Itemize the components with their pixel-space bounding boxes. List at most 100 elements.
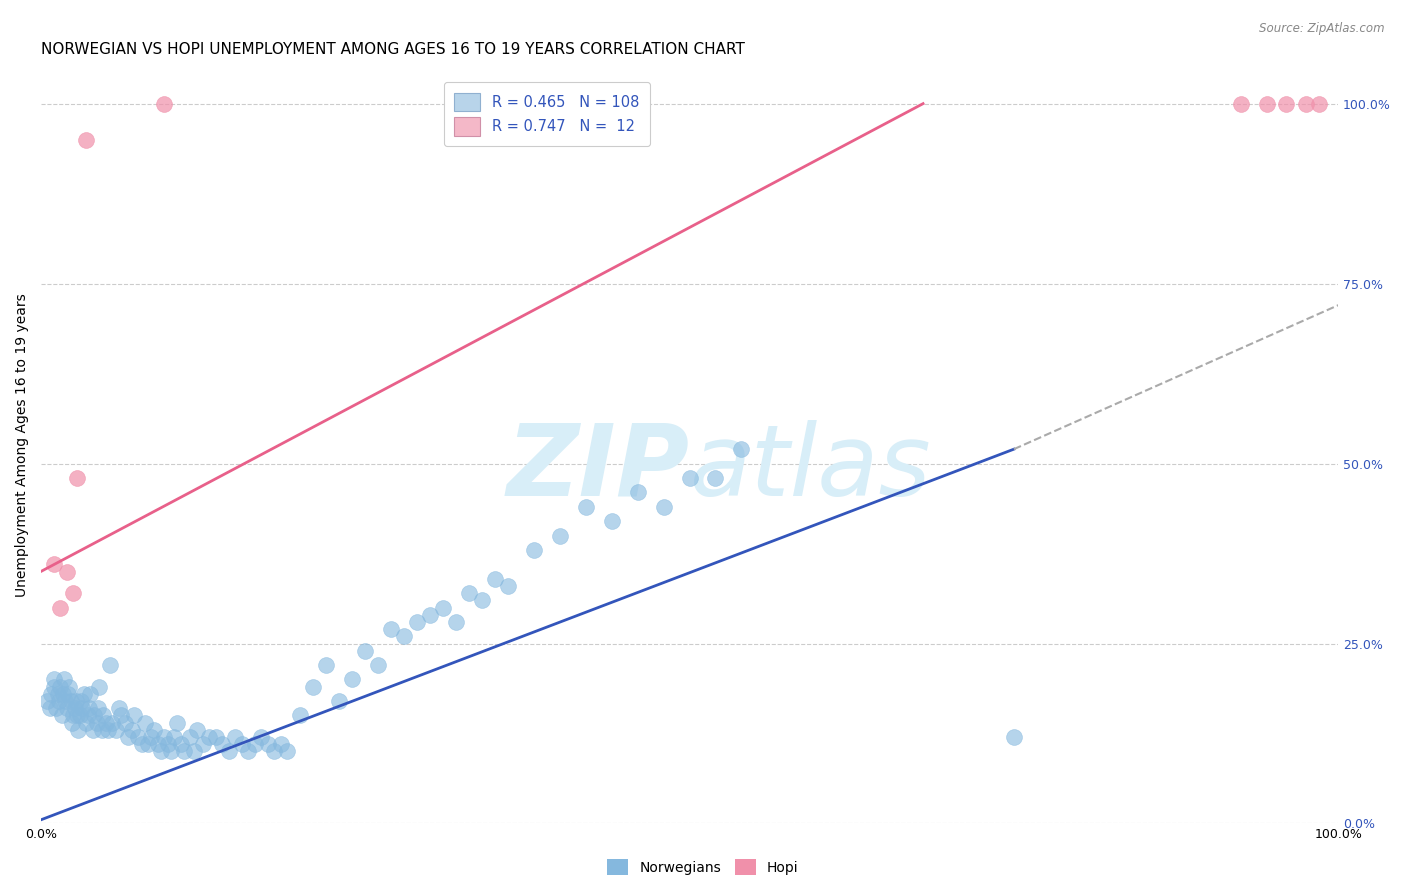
Point	[205, 730, 228, 744]
Point	[87, 701, 110, 715]
Point	[45, 701, 67, 715]
Point	[107, 701, 129, 715]
Point	[354, 643, 377, 657]
Y-axis label: Unemployment Among Ages 16 to 19 years: Unemployment Among Ages 16 to 19 years	[15, 293, 30, 598]
Point	[179, 730, 201, 744]
Point	[548, 528, 571, 542]
Point	[75, 715, 97, 730]
Point	[91, 708, 114, 723]
Point	[458, 586, 481, 600]
Point	[105, 723, 128, 737]
Point	[1230, 96, 1253, 111]
Point	[1256, 96, 1278, 111]
Text: ZIP: ZIP	[506, 420, 689, 516]
Point	[153, 730, 176, 744]
Point	[69, 708, 91, 723]
Point	[471, 593, 494, 607]
Point	[38, 701, 60, 715]
Point	[110, 708, 132, 723]
Point	[42, 673, 65, 687]
Point	[243, 737, 266, 751]
Point	[134, 715, 156, 730]
Point	[257, 737, 280, 751]
Point	[704, 471, 727, 485]
Point	[138, 737, 160, 751]
Point	[42, 558, 65, 572]
Point	[302, 680, 325, 694]
Point	[1275, 96, 1298, 111]
Point	[55, 694, 77, 708]
Point	[90, 723, 112, 737]
Point	[276, 744, 298, 758]
Text: Source: ZipAtlas.com: Source: ZipAtlas.com	[1260, 22, 1385, 36]
Point	[62, 586, 84, 600]
Point	[67, 723, 90, 737]
Point	[183, 744, 205, 758]
Legend: R = 0.465   N = 108, R = 0.747   N =  12: R = 0.465 N = 108, R = 0.747 N = 12	[444, 82, 650, 146]
Point	[224, 730, 246, 744]
Point	[98, 658, 121, 673]
Point	[170, 737, 193, 751]
Point	[82, 723, 104, 737]
Point	[76, 708, 98, 723]
Point	[315, 658, 337, 673]
Point	[166, 715, 188, 730]
Text: atlas: atlas	[689, 420, 931, 516]
Point	[1002, 730, 1025, 744]
Point	[65, 694, 87, 708]
Point	[600, 514, 623, 528]
Point	[66, 471, 89, 485]
Point	[58, 680, 80, 694]
Point	[406, 615, 429, 629]
Point	[101, 715, 124, 730]
Point	[117, 730, 139, 744]
Point	[432, 600, 454, 615]
Point	[121, 723, 143, 737]
Point	[139, 730, 162, 744]
Point	[231, 737, 253, 751]
Point	[159, 744, 181, 758]
Point	[627, 485, 650, 500]
Point	[218, 744, 240, 758]
Point	[211, 737, 233, 751]
Point	[52, 687, 75, 701]
Point	[55, 565, 77, 579]
Point	[173, 744, 195, 758]
Point	[55, 701, 77, 715]
Point	[150, 744, 173, 758]
Point	[49, 600, 72, 615]
Point	[146, 737, 169, 751]
Point	[484, 572, 506, 586]
Point	[49, 680, 72, 694]
Point	[1308, 96, 1330, 111]
Point	[496, 579, 519, 593]
Point	[89, 680, 111, 694]
Point	[56, 687, 79, 701]
Point	[94, 715, 117, 730]
Point	[328, 694, 350, 708]
Point	[79, 687, 101, 701]
Point	[66, 708, 89, 723]
Point	[153, 96, 176, 111]
Point	[37, 694, 59, 708]
Point	[97, 723, 120, 737]
Point	[340, 673, 363, 687]
Point	[77, 701, 100, 715]
Point	[62, 708, 84, 723]
Point	[60, 715, 83, 730]
Point	[122, 708, 145, 723]
Point	[75, 133, 97, 147]
Point	[186, 723, 208, 737]
Point	[678, 471, 700, 485]
Point	[142, 723, 165, 737]
Point	[380, 622, 402, 636]
Point	[131, 737, 153, 751]
Point	[51, 708, 73, 723]
Point	[42, 680, 65, 694]
Point	[263, 744, 285, 758]
Point	[86, 715, 108, 730]
Point	[198, 730, 221, 744]
Point	[114, 715, 136, 730]
Point	[72, 687, 94, 701]
Point	[72, 701, 94, 715]
